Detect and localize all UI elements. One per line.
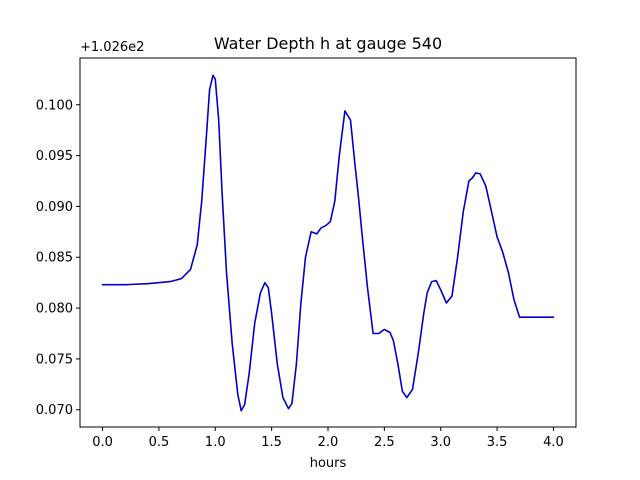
x-tick-label: 2.0	[318, 435, 339, 450]
y-tick-label: 0.070	[36, 403, 73, 418]
x-tick-label: 1.5	[261, 435, 282, 450]
x-tick-label: 3.5	[487, 435, 508, 450]
x-tick-label: 3.0	[430, 435, 451, 450]
y-tick-label: 0.085	[36, 251, 73, 266]
chart-title: Water Depth h at gauge 540	[214, 34, 442, 53]
x-tick-label: 4.0	[543, 435, 564, 450]
y-tick-label: 0.075	[36, 352, 73, 367]
plot-area	[80, 58, 576, 427]
series-line	[101, 74, 555, 412]
y-axis-ticks: 0.070 0.075 0.080 0.085 0.090 0.095 0.100	[36, 98, 80, 418]
x-tick-label: 0.5	[149, 435, 170, 450]
x-axis-ticks: 0.0 0.5 1.0 1.5 2.0 2.5 3.0 3.5 4.0	[92, 427, 564, 450]
y-tick-label: 0.095	[36, 149, 73, 164]
x-tick-label: 0.0	[92, 435, 113, 450]
y-tick-label: 0.080	[36, 302, 73, 317]
y-offset-label: +1.026e2	[80, 40, 144, 55]
x-tick-label: 1.0	[205, 435, 226, 450]
y-tick-label: 0.090	[36, 200, 73, 215]
y-tick-label: 0.100	[36, 98, 73, 113]
x-tick-label: 2.5	[374, 435, 395, 450]
x-axis-label: hours	[310, 456, 347, 471]
plot-frame	[79, 57, 577, 428]
